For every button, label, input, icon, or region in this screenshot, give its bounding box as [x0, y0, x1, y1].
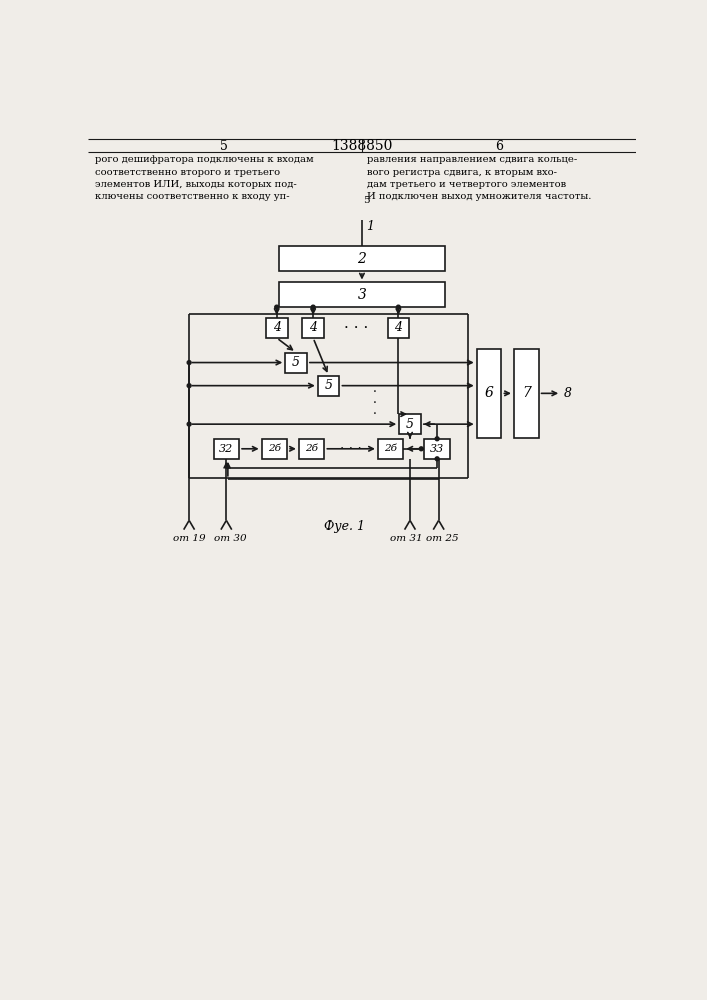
Text: 6: 6 [484, 386, 493, 400]
Text: · · ·: · · · [344, 321, 368, 335]
Text: 2б: 2б [305, 444, 318, 453]
Text: 8: 8 [563, 387, 571, 400]
Text: от 30: от 30 [214, 534, 247, 543]
Circle shape [187, 361, 191, 364]
Bar [266, 318, 288, 338]
Text: 2б: 2б [384, 444, 397, 453]
Text: Фуе. 1: Фуе. 1 [324, 520, 365, 533]
Circle shape [187, 422, 191, 426]
Bar [214, 439, 239, 459]
Bar [299, 439, 325, 459]
Text: 3: 3 [358, 288, 366, 302]
Text: 1388850: 1388850 [332, 139, 392, 153]
Text: 2: 2 [358, 252, 366, 266]
Circle shape [187, 384, 191, 388]
Bar [279, 282, 445, 307]
Bar [317, 376, 339, 396]
Text: 5: 5 [363, 196, 369, 205]
Circle shape [436, 437, 439, 441]
Bar [424, 439, 450, 459]
Text: 5: 5 [406, 418, 414, 431]
Text: 4: 4 [309, 321, 317, 334]
Text: 5: 5 [292, 356, 300, 369]
Bar [387, 318, 409, 338]
Bar [477, 349, 501, 438]
Text: от 31: от 31 [390, 534, 423, 543]
Text: 4: 4 [273, 321, 281, 334]
Bar [262, 439, 287, 459]
Bar [303, 318, 324, 338]
Text: 5: 5 [220, 140, 228, 153]
Text: 33: 33 [430, 444, 444, 454]
Text: 2б: 2б [268, 444, 281, 453]
Text: 4: 4 [395, 321, 402, 334]
Circle shape [275, 305, 279, 309]
Text: 7: 7 [522, 386, 531, 400]
Text: 6: 6 [495, 140, 503, 153]
Text: 1: 1 [366, 220, 374, 233]
Circle shape [311, 305, 315, 309]
Text: от 25: от 25 [426, 534, 459, 543]
Text: · · ·: · · · [340, 442, 362, 456]
Bar [514, 349, 539, 438]
Text: рого дешифратора подключены к входам
соответственно второго и третьего
элементов: рого дешифратора подключены к входам соо… [95, 155, 313, 201]
Bar [285, 353, 307, 373]
Circle shape [419, 447, 423, 451]
Circle shape [436, 457, 439, 461]
Text: ·
·
·: · · · [373, 386, 377, 421]
Bar [378, 439, 404, 459]
Circle shape [397, 305, 400, 309]
Text: 5: 5 [325, 379, 332, 392]
Text: от 19: от 19 [173, 534, 206, 543]
Bar [399, 414, 421, 434]
Text: 32: 32 [219, 444, 233, 454]
Text: равления направлением сдвига кольце-
вого регистра сдвига, к вторым вхо-
дам тре: равления направлением сдвига кольце- вог… [368, 155, 592, 201]
Bar [279, 246, 445, 271]
